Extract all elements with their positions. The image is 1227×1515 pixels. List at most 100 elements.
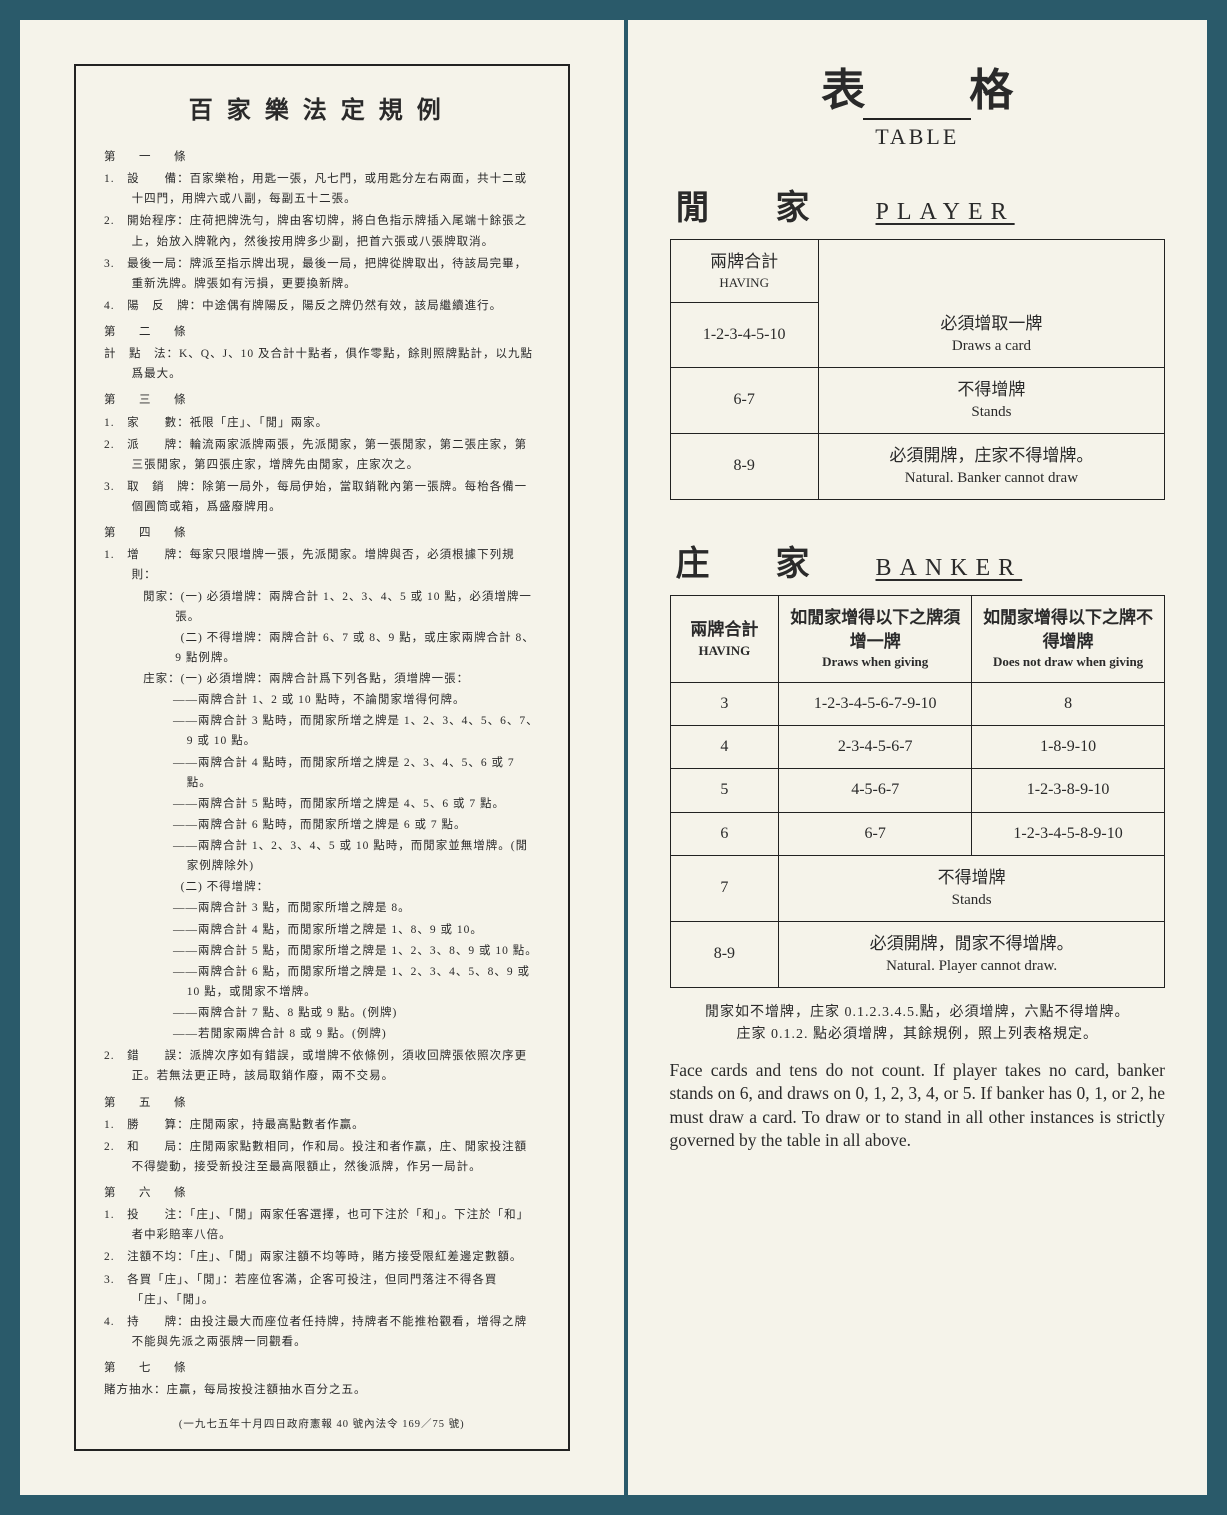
rule-item: 1. 勝 算：庄閒兩家，持最高點數者作贏。: [104, 1115, 540, 1135]
table-heading-en: TABLE: [863, 118, 971, 150]
rule-item: 4. 持 牌：由投注最大而座位者任持牌，持牌者不能推枱觀看，增得之牌不能與先派之…: [104, 1312, 540, 1352]
rule-item: 1. 增 牌：每家只限增牌一張，先派閒家。增牌與否，必須根據下列規則：: [104, 545, 540, 585]
rule-dash: ——兩牌合計 3 點，而閒家所增之牌是 8。: [104, 898, 540, 918]
cell-en: Stands: [827, 402, 1156, 423]
rules-frame: 百家樂法定規例 第 一 條1. 設 備：百家樂枱，用匙一張，凡七門，或用匙分左右…: [74, 64, 570, 1451]
rule-item: 2. 開始程序：庄荷把牌洗勻，牌由客切牌，將白色指示牌插入尾端十餘張之上，始放入…: [104, 211, 540, 251]
banker-nodraw-value: 1-2-3-4-5-8-9-10: [972, 812, 1165, 855]
cell-cn: 必須開牌，閒家不得增牌。: [787, 932, 1156, 956]
rule-item: 4. 陽 反 牌：中途偶有牌陽反，陽反之牌仍然有效，該局繼續進行。: [104, 296, 540, 316]
banker-draws-value: 4-5-6-7: [779, 769, 972, 812]
player-having-value: 8-9: [670, 434, 818, 500]
table-heading: 表 格 TABLE: [670, 54, 1166, 150]
rule-item: 2. 派 牌：輪流兩家派牌兩張，先派閒家，第一張閒家，第二張庄家，第三張閒家，第…: [104, 435, 540, 475]
cell-cn: 不得增牌: [827, 378, 1156, 402]
section-header: 第 五 條: [104, 1093, 540, 1113]
banker-having-value: 4: [670, 726, 779, 769]
table-row: 54-5-6-71-2-3-8-9-10: [670, 769, 1165, 812]
section-header: 第 二 條: [104, 322, 540, 342]
banker-having-value: 5: [670, 769, 779, 812]
rule-dash: ——兩牌合計 3 點時，而閒家所增之牌是 1、2、3、4、5、6、7、9 或 1…: [104, 711, 540, 751]
player-having-value: 6-7: [670, 368, 818, 434]
table-row: 31-2-3-4-5-6-7-9-108: [670, 682, 1165, 725]
table-row: 兩牌合計 HAVING 如閒家增得以下之牌須增一牌 Draws when giv…: [670, 595, 1165, 682]
rule-dash: ——兩牌合計 1、2、3、4、5 或 10 點時，而閒家並無增牌。(閒家例牌除外…: [104, 836, 540, 876]
banker-draws-value: 2-3-4-5-6-7: [779, 726, 972, 769]
section-header: 第 三 條: [104, 390, 540, 410]
player-heading-cn: 閒 家: [676, 180, 826, 229]
banker-draws-header: 如閒家增得以下之牌須增一牌 Draws when giving: [779, 595, 972, 682]
rule-sub: 庄家：(一) 必須增牌：兩牌合計爲下列各點，須增牌一張：: [104, 669, 540, 689]
table-row: 1-2-3-4-5-10 必須增取一牌Draws a card: [670, 302, 1165, 367]
banker-having-value: 3: [670, 682, 779, 725]
section-header: 第 七 條: [104, 1358, 540, 1378]
cell-en: Natural. Banker cannot draw: [827, 468, 1156, 489]
section-header: 第 六 條: [104, 1183, 540, 1203]
table-row: 8-9必須開牌，庄家不得增牌。Natural. Banker cannot dr…: [670, 434, 1165, 500]
cell-cn: 必須增取一牌: [827, 312, 1156, 336]
table-row: 6-7 不得增牌Stands: [670, 368, 1165, 434]
cell-cn: 必須開牌，庄家不得增牌。: [827, 444, 1156, 468]
left-page: 百家樂法定規例 第 一 條1. 設 備：百家樂枱，用匙一張，凡七門，或用匙分左右…: [20, 20, 624, 1495]
rule-dash: ——兩牌合計 6 點，而閒家所增之牌是 1、2、3、4、5、8、9 或 10 點…: [104, 962, 540, 1002]
cell-en: Draws a card: [827, 336, 1156, 357]
cell-en: Does not draw when giving: [980, 653, 1156, 671]
rule-item: 1. 家 數：祇限「庄」、「閒」兩家。: [104, 413, 540, 433]
rule-item: 賭方抽水：庄贏，每局按投注額抽水百分之五。: [104, 1380, 540, 1400]
table-row: 7 不得增牌 Stands: [670, 856, 1165, 922]
cell-en: HAVING: [679, 274, 810, 292]
banker-nodraw-header: 如閒家增得以下之牌不得增牌 Does not draw when giving: [972, 595, 1165, 682]
rule-dash: ——若閒家兩牌合計 8 或 9 點。(例牌): [104, 1024, 540, 1044]
rule-sub: (二) 不得增牌：兩牌合計 6、7 或 8、9 點，或庄家兩牌合計 8、9 點例…: [104, 628, 540, 668]
section-header: 第 一 條: [104, 147, 540, 167]
rule-item: 2. 和 局：庄閒兩家點數相同，作和局。投注和者作贏，庄、閒家投注額不得變動，接…: [104, 1137, 540, 1177]
rule-item: 3. 各買「庄」、「閒」：若座位客滿，企客可投注，但同門落注不得各買「庄」、「閒…: [104, 1270, 540, 1310]
cell-en: Stands: [787, 890, 1156, 911]
rule-item: 2. 注額不均：「庄」、「閒」兩家注額不均等時，賭方接受限紅差邊定數額。: [104, 1247, 540, 1267]
footnote-cn-line: 閒家如不增牌，庄家 0.1.2.3.4.5.點，必須增牌，六點不得增牌。: [705, 1005, 1130, 1020]
rule-sub: 閒家：(一) 必須增牌：兩牌合計 1、2、3、4、5 或 10 點，必須增牌一張…: [104, 587, 540, 627]
cell-cn: 兩牌合計: [679, 618, 771, 642]
rule-item: 2. 錯 誤：派牌次序如有錯誤，或增牌不依條例，須收回牌張依照次序更正。若無法更…: [104, 1046, 540, 1086]
rule-item: 3. 最後一局：牌派至指示牌出現，最後一局，把牌從牌取出，待該局完畢，重新洗牌。…: [104, 254, 540, 294]
rule-item: 計 點 法：K、Q、J、10 及合計十點者，俱作零點，餘則照牌點計，以九點爲最大…: [104, 344, 540, 384]
banker-draws-value: 1-2-3-4-5-6-7-9-10: [779, 682, 972, 725]
player-table: 兩牌合計HAVING 1-2-3-4-5-10 必須增取一牌Draws a car…: [670, 239, 1166, 500]
banker-section-heading: 庄 家 BANKER: [670, 536, 1166, 585]
table-row: 兩牌合計HAVING: [670, 240, 1165, 303]
banker-heading-cn: 庄 家: [676, 536, 826, 585]
rule-item: 1. 投 注：「庄」、「閒」兩家任客選擇，也可下注於「和」。下注於「和」者中彩賠…: [104, 1205, 540, 1245]
footnote-cn: 閒家如不增牌，庄家 0.1.2.3.4.5.點，必須增牌，六點不得增牌。 庄家 …: [670, 1002, 1166, 1047]
table-heading-cn: 表 格: [670, 54, 1166, 118]
player-action: 必須開牌，庄家不得增牌。Natural. Banker cannot draw: [818, 434, 1164, 500]
cell-cn: 兩牌合計: [679, 250, 810, 274]
table-row: 8-9 必須開牌，閒家不得增牌。 Natural. Player cannot …: [670, 922, 1165, 988]
player-having-value: 1-2-3-4-5-10: [670, 302, 818, 367]
booklet-spread: 百家樂法定規例 第 一 條1. 設 備：百家樂枱，用匙一張，凡七門，或用匙分左右…: [20, 20, 1207, 1495]
player-heading-en: PLAYER: [876, 199, 1015, 226]
player-blank-cell: [818, 240, 1164, 303]
footnote-cn-line: 庄家 0.1.2. 點必須增牌，其餘規例，照上列表格規定。: [737, 1027, 1099, 1042]
rule-dash: ——兩牌合計 4 點時，而閒家所增之牌是 2、3、4、5、6 或 7 點。: [104, 753, 540, 793]
rule-dash: ——兩牌合計 6 點時，而閒家所增之牌是 6 或 7 點。: [104, 815, 540, 835]
banker-nodraw-value: 1-8-9-10: [972, 726, 1165, 769]
banker-draws-value: 6-7: [779, 812, 972, 855]
rule-dash: ——兩牌合計 5 點，而閒家所增之牌是 1、2、3、8、9 或 10 點。: [104, 941, 540, 961]
banker-heading-en: BANKER: [876, 555, 1023, 582]
rule-item: 1. 設 備：百家樂枱，用匙一張，凡七門，或用匙分左右兩面，共十二或十四門，用牌…: [104, 169, 540, 209]
cell-cn: 如閒家增得以下之牌不得增牌: [980, 606, 1156, 654]
rule-dash: ——兩牌合計 4 點，而閒家所增之牌是 1、8、9 或 10。: [104, 920, 540, 940]
rules-body: 第 一 條1. 設 備：百家樂枱，用匙一張，凡七門，或用匙分左右兩面，共十二或十…: [104, 147, 540, 1400]
banker-having-header: 兩牌合計 HAVING: [670, 595, 779, 682]
table-row: 66-71-2-3-4-5-8-9-10: [670, 812, 1165, 855]
banker-nodraw-value: 8: [972, 682, 1165, 725]
cell-en: HAVING: [679, 642, 771, 660]
rule-dash: ——兩牌合計 7 點、8 點或 9 點。(例牌): [104, 1003, 540, 1023]
banker-having-value: 6: [670, 812, 779, 855]
cell-en: Draws when giving: [787, 653, 963, 671]
banker-having-89: 8-9: [670, 922, 779, 988]
footnote-en: Face cards and tens do not count. If pla…: [670, 1059, 1166, 1154]
banker-table: 兩牌合計 HAVING 如閒家增得以下之牌須增一牌 Draws when giv…: [670, 595, 1166, 988]
cell-cn: 如閒家增得以下之牌須增一牌: [787, 606, 963, 654]
right-page: 表 格 TABLE 閒 家 PLAYER 兩牌合計HAVING 1-2-3-4-…: [628, 20, 1208, 1495]
